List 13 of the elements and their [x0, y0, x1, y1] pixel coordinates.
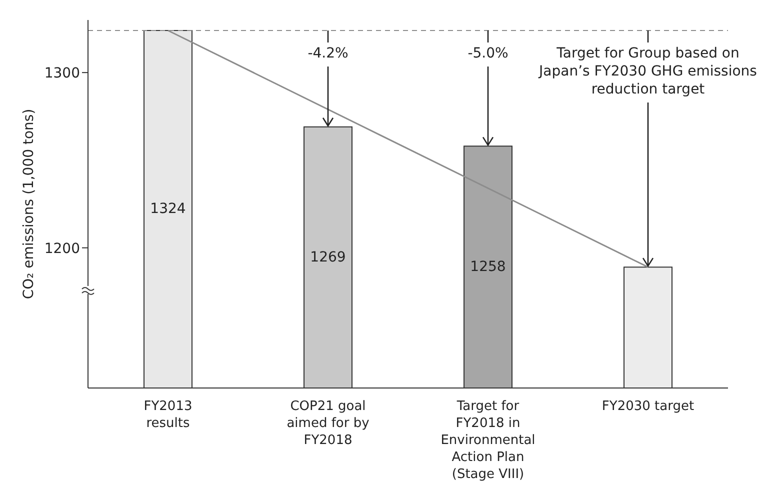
annotation: -5.0% — [468, 46, 508, 62]
x-tick-label: FY2030 target — [602, 399, 694, 414]
y-tick-label: 1200 — [44, 240, 80, 257]
y-tick-label: 1300 — [44, 66, 80, 82]
y-axis-title: CO₂ emissions (1,000 tons) — [20, 108, 37, 300]
x-tick-label: COP21 goal aimed for by FY2018 — [286, 399, 370, 448]
annotation: Target for Group based on Japan’s FY2030 GHG emissions reduction target — [538, 46, 757, 98]
data-label: 1324 — [150, 201, 186, 218]
annotation: -4.2% — [308, 46, 348, 62]
x-tick-label: Target for FY2018 in Environmental Action Plan (Stage VIII) — [440, 399, 536, 482]
x-tick-label: FY2013 results — [144, 399, 192, 431]
data-label: 1269 — [310, 249, 346, 266]
data-label: 1258 — [470, 258, 506, 275]
